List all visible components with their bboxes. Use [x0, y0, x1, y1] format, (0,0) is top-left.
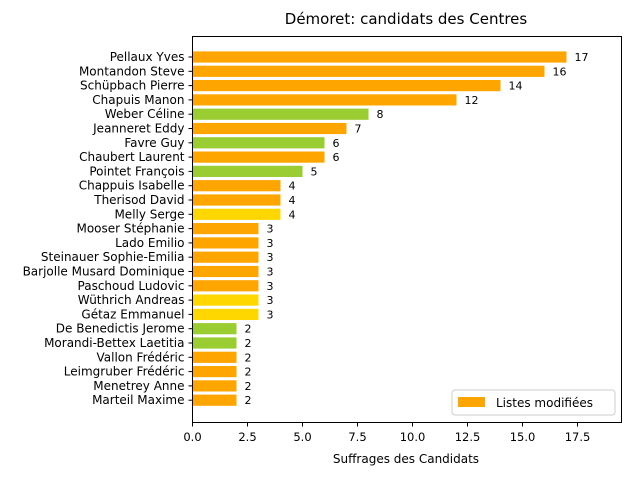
bar: [192, 180, 281, 192]
bar: [192, 122, 347, 135]
data-label: 8: [377, 108, 384, 121]
data-label: 17: [575, 51, 589, 64]
y-tick-label: Wüthrich Andreas: [78, 293, 185, 307]
data-label: 3: [267, 308, 274, 321]
y-tick-label: Gétaz Emmanuel: [81, 307, 184, 321]
bar: [192, 380, 237, 392]
chart-title: Démoret: candidats des Centres: [285, 10, 528, 28]
data-label: 5: [311, 165, 318, 178]
x-tick-label: 5.0: [293, 430, 311, 444]
bar: [192, 308, 259, 320]
y-tick-label: Lado Emilio: [115, 236, 184, 250]
bar: [192, 394, 237, 406]
y-tick-label: Chappuis Isabelle: [79, 179, 185, 193]
bar: [192, 151, 325, 163]
x-tick-label: 15.0: [510, 430, 536, 444]
y-tick-label: Schüpbach Pierre: [80, 79, 185, 93]
bar: [192, 223, 259, 235]
bar: [192, 323, 237, 335]
bar: [192, 337, 237, 349]
data-label: 3: [267, 280, 274, 293]
legend-label: Listes modifiées: [496, 396, 593, 410]
data-label: 2: [245, 380, 252, 393]
bar: [192, 237, 259, 249]
data-label: 7: [355, 123, 362, 136]
y-tick-label: Steinauer Sophie-Emilia: [41, 250, 185, 264]
legend-box: [451, 389, 616, 416]
bar: [192, 351, 237, 363]
y-tick-label: Mooser Stéphanie: [76, 222, 184, 236]
y-tick-label: Vallon Frédéric: [96, 350, 184, 364]
x-tick-label: 2.5: [238, 430, 256, 444]
data-label: 6: [333, 151, 340, 164]
x-axis-ticks: 0.0 2.5 5.0 7.5 10.0 12.5 15.0 17.5: [183, 422, 591, 444]
data-label: 3: [267, 223, 274, 236]
x-tick-label: 10.0: [400, 430, 426, 444]
data-label: 2: [245, 323, 252, 336]
bar: [192, 294, 259, 306]
y-tick-label: Therisod David: [93, 193, 184, 207]
bar: [192, 208, 281, 220]
y-tick-label: Pellaux Yves: [110, 50, 185, 64]
bar: [192, 366, 237, 378]
data-label: 3: [267, 266, 274, 279]
y-tick-label: Menetrey Anne: [93, 379, 184, 393]
bar: [192, 280, 259, 292]
y-tick-label: Barjolle Musard Dominique: [23, 265, 185, 279]
data-label: 4: [289, 194, 296, 207]
bar: [192, 194, 281, 206]
x-tick-label: 17.5: [565, 430, 591, 444]
y-tick-label: Pointet François: [89, 164, 184, 178]
y-tick-label: Morandi-Bettex Laetitia: [44, 336, 184, 350]
data-label: 2: [245, 366, 252, 379]
bar: [192, 94, 457, 106]
plot-frame: [192, 36, 622, 423]
data-label: 6: [333, 137, 340, 150]
legend-swatch: [458, 397, 485, 407]
data-label: 3: [267, 251, 274, 264]
data-label: 16: [553, 65, 567, 78]
y-tick-label: Marteil Maxime: [92, 393, 184, 407]
data-label: 14: [509, 80, 523, 93]
data-label: 3: [267, 294, 274, 307]
y-tick-label: Jeanneret Eddy: [92, 122, 184, 136]
data-label: 12: [465, 94, 479, 107]
data-label: 3: [267, 237, 274, 250]
bar: [192, 265, 259, 278]
data-label: 2: [245, 337, 252, 350]
y-tick-label: Melly Serge: [114, 207, 184, 221]
y-tick-label: Favre Guy: [124, 136, 184, 150]
y-tick-label: Leimgruber Frédéric: [64, 365, 185, 379]
y-tick-label: De Benedictis Jerome: [56, 322, 185, 336]
data-label: 4: [289, 180, 296, 193]
y-tick-label: Chapuis Manon: [92, 93, 184, 107]
data-label: 2: [245, 351, 252, 364]
x-axis-label: Suffrages des Candidats: [333, 452, 479, 466]
y-tick-label: Paschoud Ludovic: [78, 279, 185, 293]
y-tick-label: Montandon Steve: [79, 64, 185, 78]
data-label: 2: [245, 394, 252, 407]
x-tick-label: 0.0: [183, 430, 201, 444]
bar: [192, 165, 303, 177]
bar: [192, 137, 325, 149]
bar: [192, 251, 259, 263]
legend: Listes modifiées: [451, 389, 616, 416]
bar: [192, 51, 567, 63]
y-tick-label: Weber Céline: [105, 107, 185, 121]
y-tick-label: Chaubert Laurent: [79, 150, 185, 164]
x-tick-label: 12.5: [455, 430, 481, 444]
x-tick-label: 7.5: [348, 430, 366, 444]
bars-group: [192, 51, 567, 406]
bar: [192, 108, 369, 120]
bar: [192, 80, 501, 92]
bar: [192, 65, 545, 77]
data-label: 4: [289, 208, 296, 221]
